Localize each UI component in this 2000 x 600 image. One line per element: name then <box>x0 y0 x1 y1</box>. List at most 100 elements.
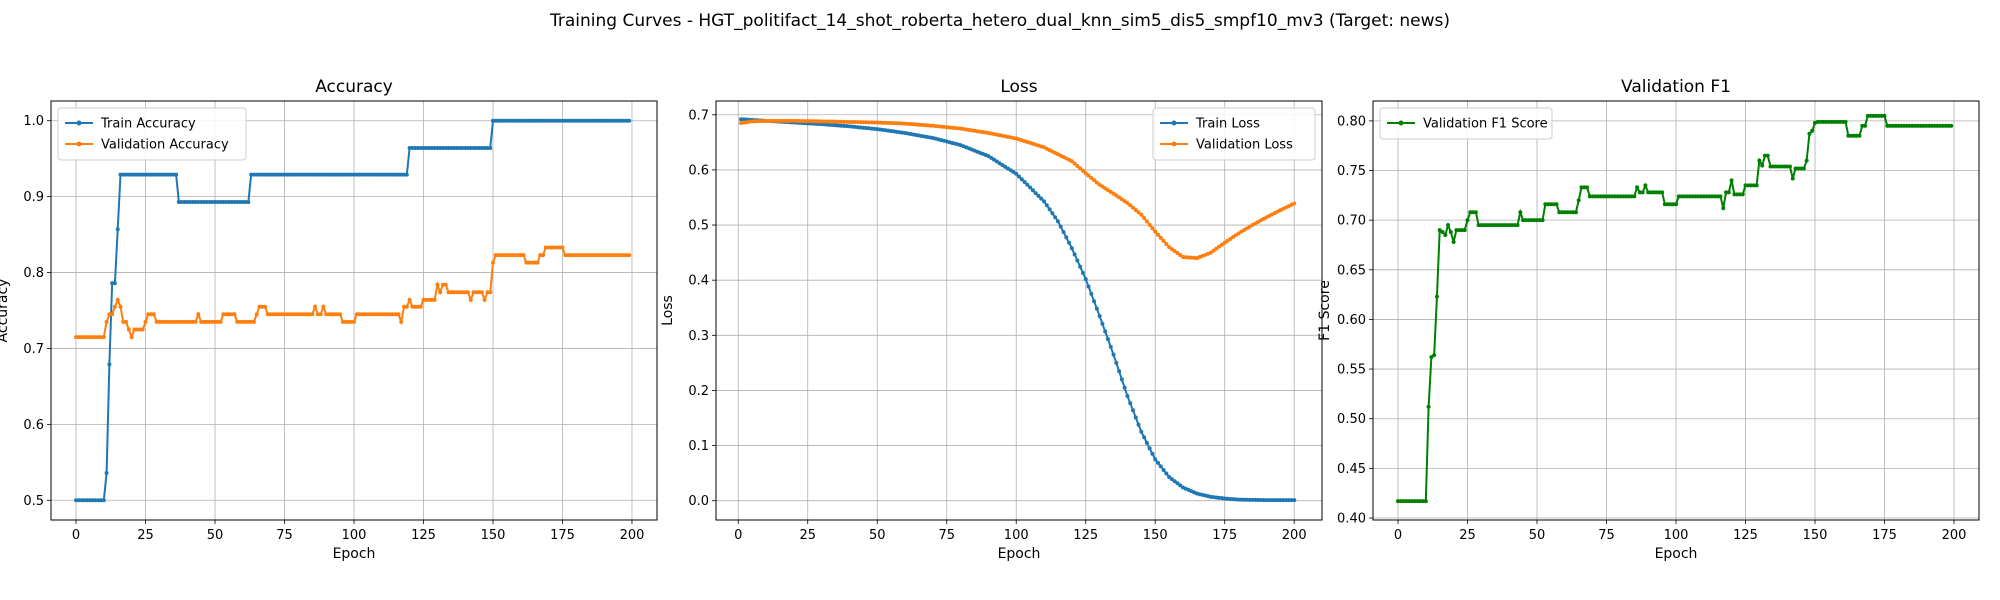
data-point <box>107 362 112 367</box>
data-point <box>1568 210 1573 215</box>
data-point <box>393 172 398 177</box>
data-point <box>541 253 546 258</box>
data-point <box>1804 158 1809 163</box>
data-point <box>543 118 548 123</box>
data-point <box>1604 194 1609 199</box>
data-point <box>477 146 482 151</box>
data-point <box>1396 499 1401 504</box>
data-point <box>1067 240 1072 245</box>
data-point <box>766 118 771 123</box>
data-point <box>1482 223 1487 228</box>
data-point <box>349 172 354 177</box>
data-point <box>1022 180 1027 185</box>
data-point <box>791 118 796 123</box>
data-point <box>1418 499 1423 504</box>
data-point <box>1729 178 1734 183</box>
data-point <box>1526 218 1531 223</box>
data-point <box>1529 218 1534 223</box>
data-point <box>1484 223 1489 228</box>
data-point <box>1590 194 1595 199</box>
data-point <box>1269 498 1274 503</box>
data-point <box>104 470 109 475</box>
data-point <box>135 172 140 177</box>
data-point <box>1518 210 1523 215</box>
data-point <box>1217 244 1222 249</box>
data-point <box>1289 498 1294 503</box>
data-point <box>421 146 426 151</box>
x-tick-label: 125 <box>1073 528 1098 543</box>
data-point <box>482 146 487 151</box>
data-point <box>577 253 582 258</box>
x-tick-label: 75 <box>1598 528 1615 543</box>
data-point <box>1648 190 1653 195</box>
data-point <box>196 199 201 204</box>
data-point <box>529 260 534 265</box>
data-point <box>1465 218 1470 223</box>
x-tick-label: 150 <box>1143 528 1168 543</box>
data-point <box>1415 499 1420 504</box>
data-point <box>1053 215 1058 220</box>
legend-box <box>1379 107 1553 140</box>
data-point <box>185 319 190 324</box>
data-point <box>179 199 184 204</box>
data-point <box>137 172 142 177</box>
data-point <box>1543 202 1548 207</box>
x-tick-label: 150 <box>1803 528 1828 543</box>
data-point <box>1105 337 1110 342</box>
data-point <box>521 118 526 123</box>
data-point <box>1055 219 1060 224</box>
data-point <box>1596 194 1601 199</box>
data-point <box>371 312 376 317</box>
data-point <box>1857 133 1862 138</box>
data-point <box>349 319 354 324</box>
data-point <box>301 172 306 177</box>
data-point <box>1618 194 1623 199</box>
data-point <box>1585 185 1590 190</box>
chart-title: Validation F1 <box>1621 77 1731 97</box>
data-point <box>1690 194 1695 199</box>
data-point <box>1164 471 1169 476</box>
data-point <box>504 118 509 123</box>
data-point <box>396 312 401 317</box>
data-point <box>151 312 156 317</box>
data-point <box>185 199 190 204</box>
data-point <box>789 118 794 123</box>
data-point <box>1863 123 1868 128</box>
data-point <box>1490 223 1495 228</box>
data-point <box>552 245 557 250</box>
data-point <box>1468 210 1473 215</box>
data-point <box>1740 192 1745 197</box>
data-point <box>777 118 782 123</box>
data-point <box>1272 498 1277 503</box>
data-point <box>338 172 343 177</box>
data-point <box>1025 182 1030 187</box>
data-point <box>610 253 615 258</box>
data-point <box>538 253 543 258</box>
data-point <box>182 199 187 204</box>
data-point <box>1932 123 1937 128</box>
data-point <box>313 172 318 177</box>
data-point <box>438 290 443 295</box>
data-point <box>299 172 304 177</box>
data-point <box>87 335 92 340</box>
data-point <box>126 327 131 332</box>
data-point <box>352 172 356 177</box>
data-point <box>1075 163 1080 168</box>
data-point <box>465 146 470 151</box>
data-point <box>1671 202 1676 207</box>
data-point <box>382 312 387 317</box>
grid-lines <box>1373 101 1979 520</box>
data-point <box>402 304 407 309</box>
data-point <box>1432 353 1437 358</box>
data-point <box>1896 123 1901 128</box>
x-tick-label: 100 <box>1664 528 1689 543</box>
data-point <box>1674 202 1678 207</box>
x-tick-label: 0 <box>1394 528 1402 543</box>
legend-label: Validation Accuracy <box>101 138 229 153</box>
chart-panel-3: 0 25 50 75 100 125 150 175 200 0.40 0.45 0.50 0.55 0.… <box>1317 77 1980 562</box>
data-point <box>1635 185 1640 190</box>
data-point <box>190 319 195 324</box>
data-point <box>468 146 473 151</box>
data-point <box>488 146 493 151</box>
data-point <box>493 118 498 123</box>
